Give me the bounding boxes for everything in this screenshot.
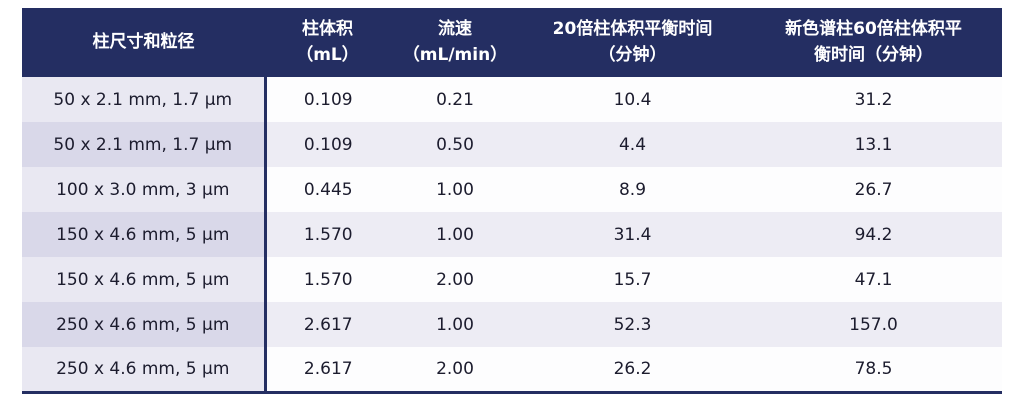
value-cell: 2.00 — [390, 347, 520, 392]
value-cell: 2.00 — [390, 257, 520, 302]
value-cell: 4.4 — [520, 122, 745, 167]
table-row: 250 x 4.6 mm, 5 μm 2.617 2.00 26.2 78.5 — [22, 347, 1002, 392]
value-cell: 13.1 — [745, 122, 1002, 167]
value-cell: 10.4 — [520, 77, 745, 122]
value-cell: 0.50 — [390, 122, 520, 167]
value-cell: 157.0 — [745, 302, 1002, 347]
value-cell: 15.7 — [520, 257, 745, 302]
value-cell: 8.9 — [520, 167, 745, 212]
value-cell: 47.1 — [745, 257, 1002, 302]
value-cell: 0.445 — [265, 167, 390, 212]
column-header-1: 柱体积 （mL） — [265, 8, 390, 77]
value-cell: 2.617 — [265, 347, 390, 392]
value-cell: 0.109 — [265, 122, 390, 167]
column-header-2: 流速 （mL/min） — [390, 8, 520, 77]
column-equilibration-table: 柱尺寸和粒径 柱体积 （mL） 流速 （mL/min） 20倍柱体积平衡时间 （分钟） 新色谱… — [22, 8, 1002, 394]
value-cell: 0.109 — [265, 77, 390, 122]
value-cell: 31.4 — [520, 212, 745, 257]
column-header-3: 20倍柱体积平衡时间 （分钟） — [520, 8, 745, 77]
value-cell: 78.5 — [745, 347, 1002, 392]
value-cell: 94.2 — [745, 212, 1002, 257]
value-cell: 31.2 — [745, 77, 1002, 122]
value-cell: 1.00 — [390, 302, 520, 347]
table-row: 150 x 4.6 mm, 5 μm 1.570 1.00 31.4 94.2 — [22, 212, 1002, 257]
table-header: 柱尺寸和粒径 柱体积 （mL） 流速 （mL/min） 20倍柱体积平衡时间 （分钟） 新色谱… — [22, 8, 1002, 77]
column-dimension-cell: 50 x 2.1 mm, 1.7 μm — [22, 77, 267, 122]
table-row: 100 x 3.0 mm, 3 μm 0.445 1.00 8.9 26.7 — [22, 167, 1002, 212]
value-cell: 26.2 — [520, 347, 745, 392]
value-cell: 0.21 — [390, 77, 520, 122]
column-dimension-cell: 50 x 2.1 mm, 1.7 μm — [22, 122, 267, 167]
value-cell: 1.00 — [390, 167, 520, 212]
table-row: 50 x 2.1 mm, 1.7 μm 0.109 0.50 4.4 13.1 — [22, 122, 1002, 167]
header-row: 柱尺寸和粒径 柱体积 （mL） 流速 （mL/min） 20倍柱体积平衡时间 （分钟） 新色谱… — [22, 8, 1002, 77]
table-row: 50 x 2.1 mm, 1.7 μm 0.109 0.21 10.4 31.2 — [22, 77, 1002, 122]
table-row: 150 x 4.6 mm, 5 μm 1.570 2.00 15.7 47.1 — [22, 257, 1002, 302]
value-cell: 2.617 — [265, 302, 390, 347]
column-dimension-cell: 250 x 4.6 mm, 5 μm — [22, 347, 267, 392]
column-header-0: 柱尺寸和粒径 — [22, 8, 265, 77]
column-dimension-cell: 100 x 3.0 mm, 3 μm — [22, 167, 267, 212]
column-dimension-cell: 150 x 4.6 mm, 5 μm — [22, 257, 267, 302]
value-cell: 52.3 — [520, 302, 745, 347]
column-header-4: 新色谱柱60倍柱体积平 衡时间（分钟） — [745, 8, 1002, 77]
value-cell: 1.570 — [265, 212, 390, 257]
value-cell: 26.7 — [745, 167, 1002, 212]
column-dimension-cell: 250 x 4.6 mm, 5 μm — [22, 302, 267, 347]
table-row: 250 x 4.6 mm, 5 μm 2.617 1.00 52.3 157.0 — [22, 302, 1002, 347]
value-cell: 1.00 — [390, 212, 520, 257]
column-dimension-cell: 150 x 4.6 mm, 5 μm — [22, 212, 267, 257]
value-cell: 1.570 — [265, 257, 390, 302]
table-body: 50 x 2.1 mm, 1.7 μm 0.109 0.21 10.4 31.2 50 x… — [22, 77, 1002, 392]
